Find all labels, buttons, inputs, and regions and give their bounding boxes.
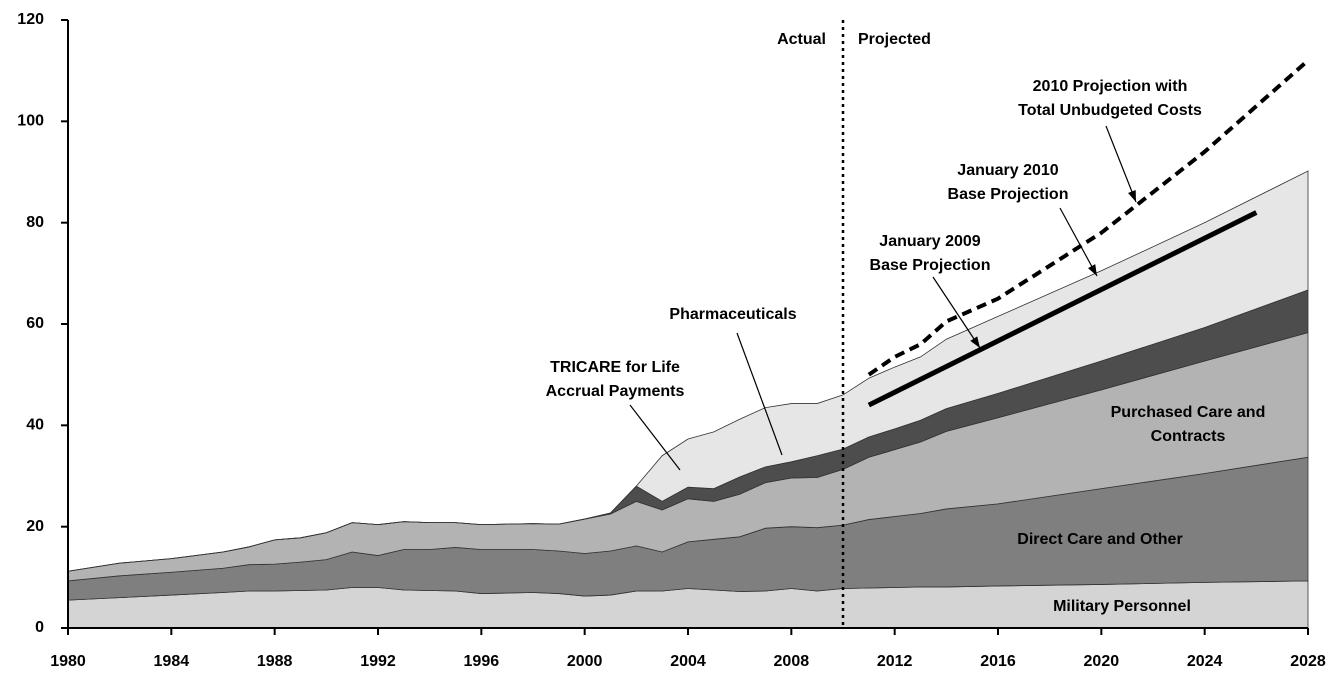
y-tick-label: 20	[26, 518, 44, 535]
series-label: Military Personnel	[1053, 598, 1191, 615]
x-tick-label: 2020	[1084, 653, 1120, 670]
label-line: Accrual Payments	[546, 383, 685, 400]
y-tick-label: 0	[35, 619, 44, 636]
x-tick-label: 2008	[774, 653, 810, 670]
label-line: Direct Care and Other	[1017, 531, 1182, 548]
leader-line	[1059, 207, 1098, 277]
label-line: Base Projection	[870, 257, 991, 274]
y-tick-label: 60	[26, 315, 44, 332]
leader-line	[1105, 125, 1137, 203]
label-line: January 2009	[879, 233, 981, 250]
x-tick-label: 2000	[567, 653, 603, 670]
x-tick-label: 1992	[360, 653, 396, 670]
series-label: Pharmaceuticals	[669, 306, 796, 323]
y-tick-label: 80	[26, 214, 44, 231]
series-label: Purchased Care and Contracts	[1111, 404, 1266, 445]
y-tick-label: 100	[17, 113, 44, 130]
label-line: Military Personnel	[1053, 598, 1191, 615]
series-label: January 2009 Base Projection	[870, 233, 991, 274]
x-tick-label: 2016	[980, 653, 1016, 670]
label-line: Base Projection	[948, 186, 1069, 203]
x-tick-label: 2028	[1290, 653, 1326, 670]
label-line: 2010 Projection with	[1033, 78, 1188, 95]
y-tick-label: 120	[17, 11, 44, 28]
x-tick-label: 1996	[464, 653, 500, 670]
label-line: Total Unbudgeted Costs	[1018, 102, 1202, 119]
series-label: January 2010 Base Projection	[948, 162, 1069, 203]
arrow-head	[1087, 264, 1097, 276]
label-line: Contracts	[1151, 428, 1226, 445]
leader-line	[932, 276, 981, 349]
label-line: Pharmaceuticals	[669, 306, 796, 323]
label-line: January 2010	[957, 162, 1059, 179]
projection-line	[867, 59, 1310, 377]
arrow-head	[1128, 190, 1136, 202]
x-tick-label: 1988	[257, 653, 293, 670]
area	[67, 170, 1309, 572]
label-line: Purchased Care and	[1111, 404, 1266, 421]
leader-line	[629, 404, 681, 471]
x-tick-label: 2004	[670, 653, 706, 670]
arrow-head	[970, 336, 980, 348]
projection-line	[867, 210, 1258, 408]
series-label: TRICARE for Life Accrual Payments	[546, 359, 685, 400]
label-line: TRICARE for Life	[550, 359, 680, 376]
x-tick-label: 2024	[1187, 653, 1223, 670]
x-tick-label: 1984	[154, 653, 190, 670]
leader-line	[736, 332, 783, 456]
x-tick-label: 2012	[877, 653, 913, 670]
y-tick-label: 40	[26, 417, 44, 434]
projected-label: Projected	[858, 31, 931, 48]
series-label: Direct Care and Other	[1017, 531, 1182, 548]
x-tick-label: 1980	[50, 653, 86, 670]
actual-label: Actual	[777, 31, 826, 48]
series-label: 2010 Projection with Total Unbudgeted Cos…	[1018, 78, 1202, 119]
